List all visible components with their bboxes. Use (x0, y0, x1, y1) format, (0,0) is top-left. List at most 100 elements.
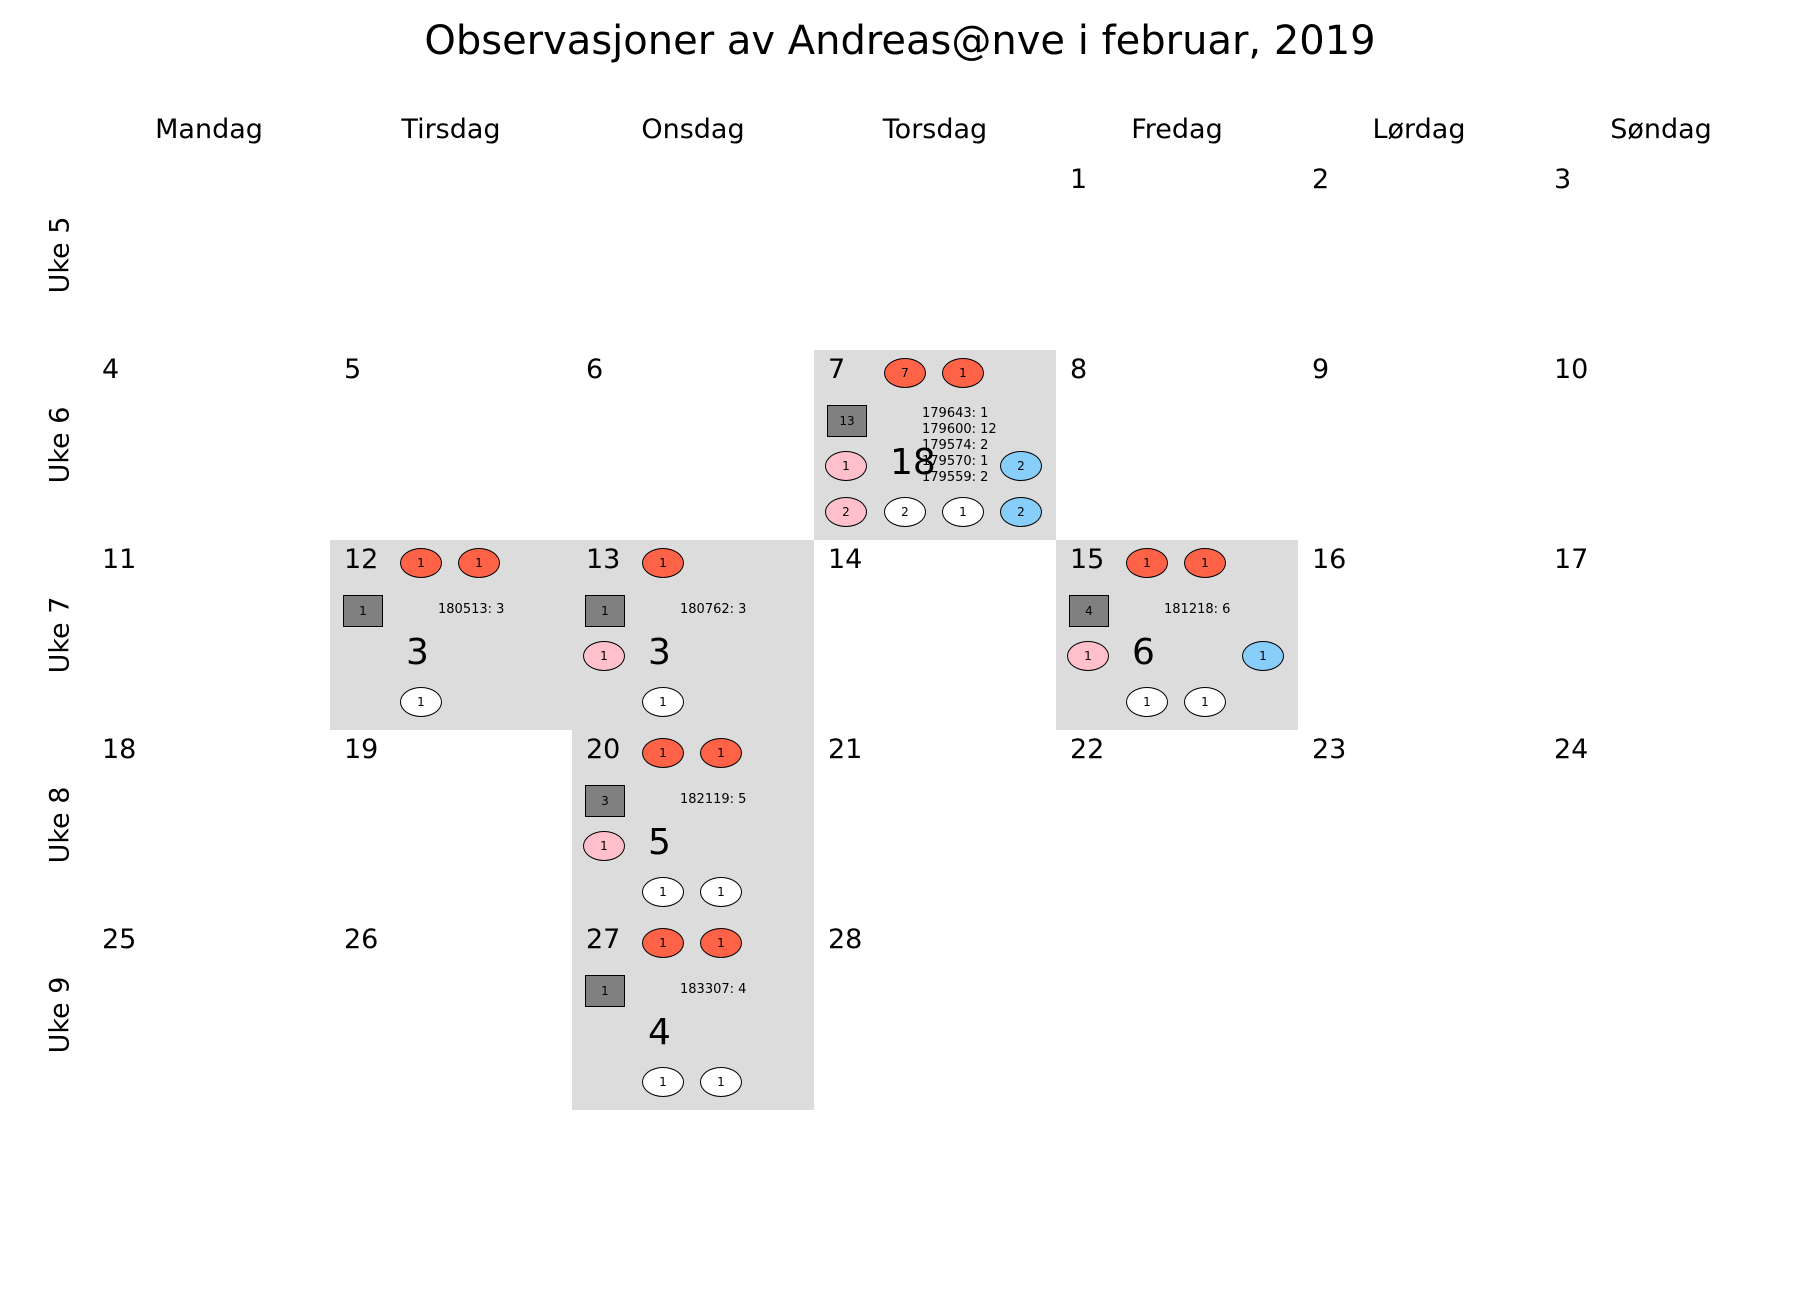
count-marker: 1 (642, 548, 684, 578)
day-cell: 11 (88, 540, 330, 730)
id-list: 180762: 3 (680, 602, 746, 618)
day-cell (1540, 920, 1782, 1110)
date-number: 10 (1554, 354, 1589, 385)
count-marker: 1 (583, 831, 625, 861)
id-line: 180762: 3 (680, 602, 747, 617)
count-marker: 1 (942, 497, 984, 527)
total-count: 3 (406, 632, 429, 673)
count-marker: 2 (1000, 497, 1042, 527)
count-marker: 1 (825, 451, 867, 481)
count-marker: 1 (642, 1067, 684, 1097)
square-marker: 13 (827, 405, 867, 437)
day-cell: 10 (1540, 350, 1782, 540)
id-line: 179643: 1 (922, 406, 989, 421)
total-count: 5 (648, 822, 671, 863)
count-marker: 1 (642, 738, 684, 768)
day-cell: 19 (330, 730, 572, 920)
count-marker: 2 (1000, 451, 1042, 481)
day-cell: 9 (1298, 350, 1540, 540)
count-marker: 1 (583, 641, 625, 671)
day-header-2: Onsdag (641, 114, 745, 145)
count-marker: 1 (1184, 687, 1226, 717)
count-marker: 1 (700, 738, 742, 768)
day-cell: 28 (814, 920, 1056, 1110)
day-header-0: Mandag (155, 114, 263, 145)
date-number: 13 (586, 544, 621, 575)
day-cell (814, 160, 1056, 350)
count-marker: 2 (825, 497, 867, 527)
day-cell: 2 (1298, 160, 1540, 350)
date-number: 17 (1554, 544, 1589, 575)
count-marker: 2 (884, 497, 926, 527)
id-list: 179643: 1 179600: 12 179574: 2 179570: 1 179… (922, 406, 997, 486)
square-marker: 1 (585, 975, 625, 1007)
id-line: 179600: 12 (922, 422, 997, 437)
count-marker: 1 (1067, 641, 1109, 671)
total-count: 4 (648, 1012, 671, 1053)
count-marker: 1 (642, 877, 684, 907)
day-header-3: Torsdag (882, 114, 988, 145)
count-marker: 1 (400, 548, 442, 578)
square-marker: 4 (1069, 595, 1109, 627)
day-cell: 22 (1056, 730, 1298, 920)
id-line: 179574: 2 (922, 438, 989, 453)
id-list: 182119: 5 (680, 792, 746, 808)
date-number: 15 (1070, 544, 1105, 575)
day-header-6: Søndag (1610, 114, 1712, 145)
day-cell: 8 (1056, 350, 1298, 540)
id-line: 180513: 3 (438, 602, 505, 617)
chart-title: Observasjoner av Andreas@nve i februar, … (424, 18, 1376, 64)
day-cell: 6 (572, 350, 814, 540)
count-marker: 7 (884, 358, 926, 388)
count-marker: 1 (458, 548, 500, 578)
date-number: 11 (102, 544, 137, 575)
day-cell: 4 (88, 350, 330, 540)
day-cell (330, 160, 572, 350)
count-marker: 1 (400, 687, 442, 717)
date-number: 19 (344, 734, 379, 765)
day-header-4: Fredag (1131, 114, 1223, 145)
count-marker: 1 (1242, 641, 1284, 671)
week-label-text: Uke 6 (44, 406, 76, 484)
day-cell: 17 (1540, 540, 1782, 730)
total-count: 3 (648, 632, 671, 673)
date-number: 9 (1312, 354, 1330, 385)
date-number: 7 (828, 354, 846, 385)
count-marker: 1 (700, 1067, 742, 1097)
date-number: 23 (1312, 734, 1347, 765)
square-marker: 1 (585, 595, 625, 627)
week-label: Uke 6 (40, 350, 80, 540)
total-count: 18 (890, 442, 936, 483)
day-cell: 5 (330, 350, 572, 540)
date-number: 1 (1070, 164, 1088, 195)
count-marker: 1 (700, 877, 742, 907)
id-line: 183307: 4 (680, 982, 747, 997)
day-cell: 24 (1540, 730, 1782, 920)
week-label: Uke 8 (40, 730, 80, 920)
date-number: 20 (586, 734, 621, 765)
date-number: 28 (828, 924, 863, 955)
date-number: 22 (1070, 734, 1105, 765)
day-cell: 23 (1298, 730, 1540, 920)
count-marker: 1 (1126, 687, 1168, 717)
week-label-text: Uke 5 (44, 216, 76, 294)
id-line: 179570: 1 (922, 454, 989, 469)
date-number: 18 (102, 734, 137, 765)
day-cell: 26 (330, 920, 572, 1110)
date-number: 26 (344, 924, 379, 955)
id-line: 182119: 5 (680, 792, 747, 807)
date-number: 24 (1554, 734, 1589, 765)
date-number: 5 (344, 354, 362, 385)
week-label-text: Uke 8 (44, 786, 76, 864)
date-number: 2 (1312, 164, 1330, 195)
count-marker: 1 (642, 687, 684, 717)
date-number: 16 (1312, 544, 1347, 575)
date-number: 12 (344, 544, 379, 575)
date-number: 6 (586, 354, 604, 385)
day-cell (88, 160, 330, 350)
week-label-text: Uke 9 (44, 976, 76, 1054)
id-line: 181218: 6 (1164, 602, 1231, 617)
